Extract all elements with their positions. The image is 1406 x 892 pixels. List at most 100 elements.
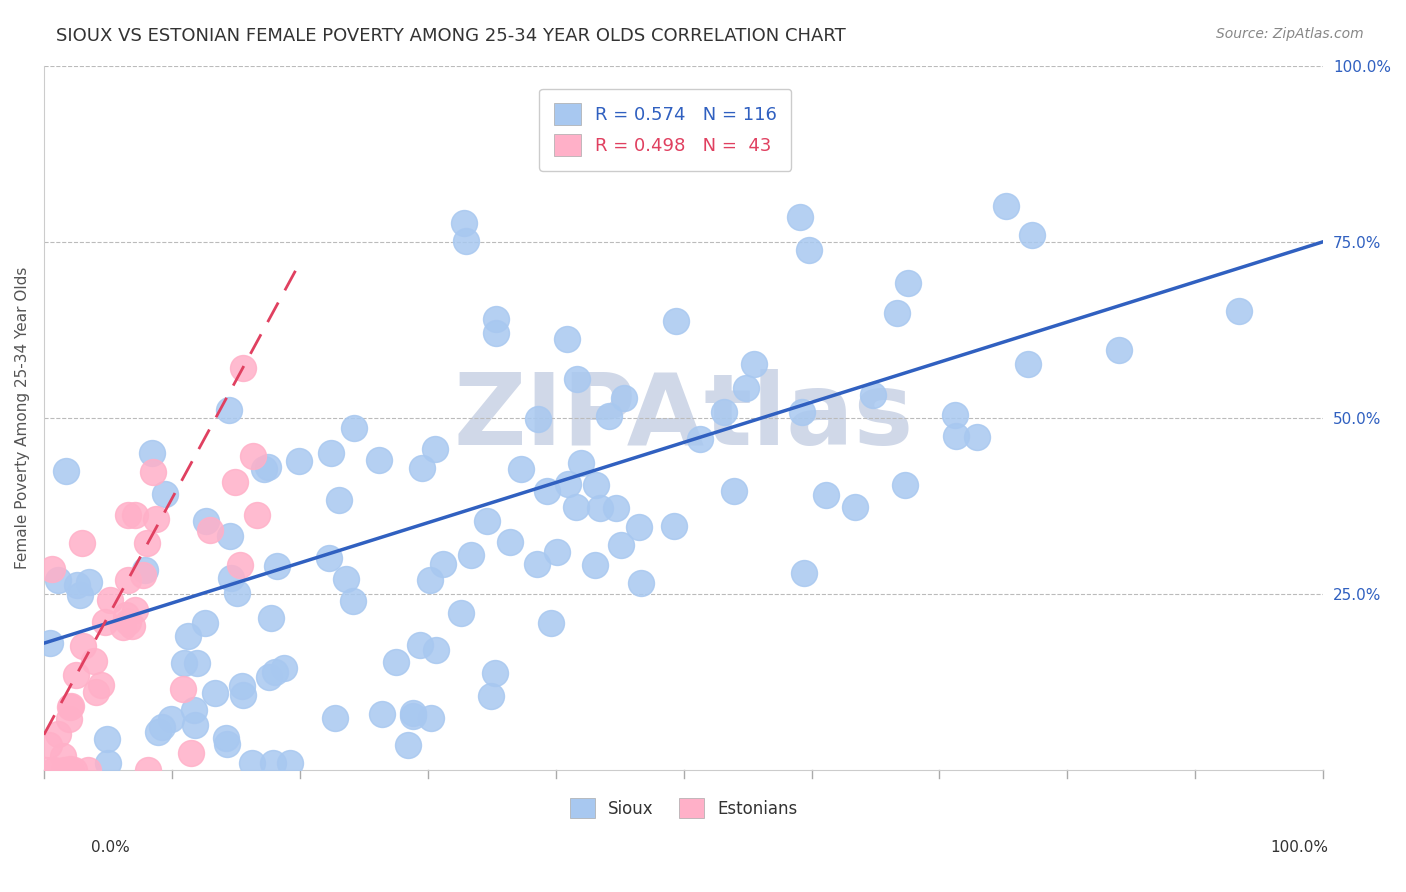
Point [96, 732, 118, 747]
Point [46, 573, 69, 587]
Point [232, 360, 254, 375]
Point [39, 636, 62, 650]
Point [132, 568, 155, 582]
Point [287, 453, 309, 467]
Point [111, 620, 134, 634]
Point [124, 603, 146, 617]
Point [589, 501, 612, 516]
Text: Source: ZipAtlas.com: Source: ZipAtlas.com [1216, 27, 1364, 41]
Point [420, 711, 443, 725]
Point [135, 536, 157, 550]
Point [605, 501, 627, 516]
Point [328, 492, 350, 507]
Point [402, 706, 425, 721]
Point [52, 763, 75, 777]
Point [72, 639, 94, 653]
Point [546, 545, 568, 559]
Legend: Sioux, Estonians: Sioux, Estonians [564, 791, 804, 825]
Point [117, 508, 139, 523]
Point [567, 371, 589, 385]
Point [58, 712, 80, 726]
Point [995, 199, 1018, 213]
Point [318, 551, 340, 566]
Point [396, 739, 419, 753]
Point [97, 756, 120, 770]
Point [385, 655, 408, 669]
Point [98, 592, 121, 607]
Point [256, 460, 278, 475]
Point [134, 563, 156, 577]
Point [1227, 304, 1250, 318]
Point [150, 720, 173, 734]
Point [76, 763, 98, 777]
Point [793, 566, 815, 581]
Point [509, 462, 531, 476]
Point [540, 615, 562, 630]
Point [242, 449, 264, 463]
Point [945, 428, 967, 442]
Point [409, 638, 432, 652]
Point [224, 475, 246, 490]
Point [886, 306, 908, 320]
Point [186, 656, 208, 670]
Point [183, 703, 205, 717]
Point [453, 216, 475, 230]
Point [172, 682, 194, 697]
Point [52, 748, 75, 763]
Point [583, 558, 606, 572]
Point [219, 529, 242, 543]
Point [195, 515, 218, 529]
Point [264, 665, 287, 680]
Point [59, 763, 82, 777]
Point [226, 586, 249, 600]
Point [630, 575, 652, 590]
Point [610, 538, 633, 552]
Point [536, 483, 558, 498]
Point [598, 409, 620, 423]
Point [146, 724, 169, 739]
Point [499, 534, 522, 549]
Point [65, 577, 87, 591]
Point [240, 756, 263, 770]
Point [368, 453, 391, 467]
Point [735, 381, 758, 395]
Point [59, 700, 82, 714]
Point [569, 456, 592, 470]
Point [862, 388, 884, 402]
Point [526, 557, 548, 571]
Point [65, 667, 87, 681]
Point [246, 508, 269, 522]
Point [35, 763, 58, 777]
Point [402, 709, 425, 723]
Point [450, 606, 472, 620]
Point [342, 421, 364, 435]
Point [273, 661, 295, 675]
Point [89, 678, 111, 692]
Point [115, 608, 138, 623]
Point [177, 629, 200, 643]
Point [155, 487, 177, 501]
Text: ZIPAtlas: ZIPAtlas [454, 369, 914, 467]
Point [723, 483, 745, 498]
Point [84, 685, 107, 699]
Point [662, 519, 685, 533]
Point [69, 588, 91, 602]
Point [215, 731, 238, 745]
Point [943, 409, 966, 423]
Point [79, 574, 101, 589]
Point [527, 412, 550, 426]
Point [232, 689, 254, 703]
Point [485, 312, 508, 326]
Text: 100.0%: 100.0% [1271, 840, 1329, 855]
Point [844, 500, 866, 515]
Point [260, 611, 283, 625]
Point [477, 514, 499, 528]
Point [425, 642, 447, 657]
Text: 0.0%: 0.0% [91, 840, 131, 855]
Point [1017, 357, 1039, 371]
Point [124, 508, 146, 522]
Point [789, 210, 811, 224]
Point [262, 756, 284, 770]
Point [117, 573, 139, 587]
Point [257, 669, 280, 683]
